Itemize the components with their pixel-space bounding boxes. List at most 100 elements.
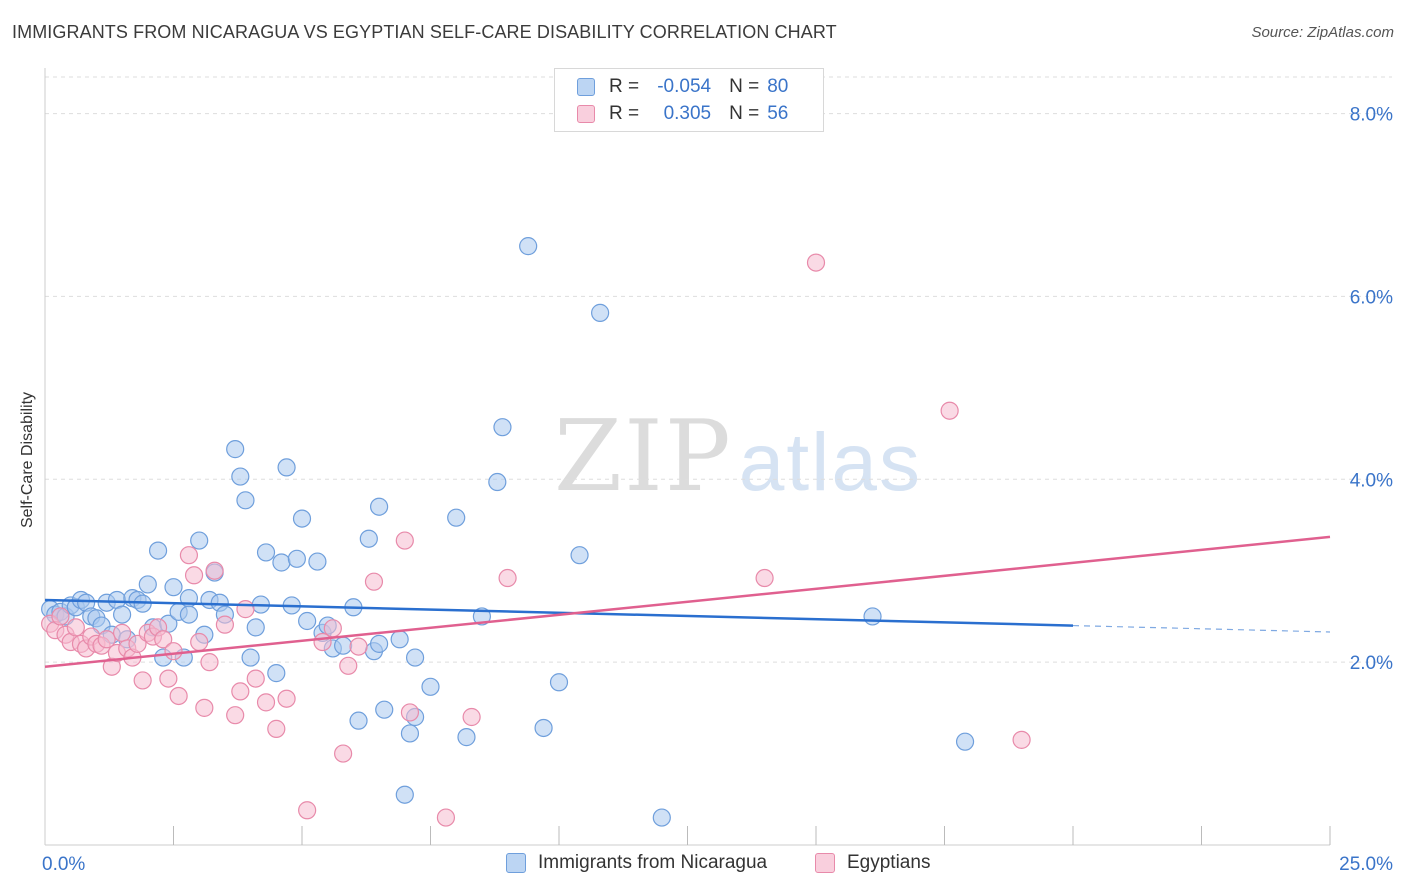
point-egyptians xyxy=(159,669,178,688)
point-egyptians xyxy=(498,568,517,588)
point-nicaragua xyxy=(277,458,296,477)
point-nicaragua xyxy=(863,607,882,626)
r-value: 0.305 xyxy=(663,103,712,124)
point-nicaragua xyxy=(457,728,476,747)
point-egyptians xyxy=(323,619,342,638)
legend-label-nicaragua: Immigrants from Nicaragua xyxy=(538,852,768,873)
point-egyptians xyxy=(334,744,353,763)
point-egyptians xyxy=(806,253,826,272)
legend-label-egyptians: Egyptians xyxy=(847,852,931,873)
point-nicaragua xyxy=(164,578,183,597)
point-egyptians xyxy=(169,686,188,706)
point-nicaragua xyxy=(190,531,209,550)
chart-title: IMMIGRANTS FROM NICARAGUA VS EGYPTIAN SE… xyxy=(12,22,837,42)
point-egyptians xyxy=(66,618,85,637)
point-egyptians xyxy=(462,707,481,727)
source-label: Source: ZipAtlas.com xyxy=(1251,24,1394,41)
point-nicaragua xyxy=(287,549,306,568)
point-egyptians xyxy=(112,623,132,642)
point-nicaragua xyxy=(349,711,368,730)
n-label: N = xyxy=(729,103,760,124)
point-egyptians xyxy=(436,808,456,827)
point-nicaragua xyxy=(400,724,420,743)
point-nicaragua xyxy=(298,611,317,631)
point-nicaragua xyxy=(179,605,199,624)
point-egyptians xyxy=(339,656,358,675)
point-egyptians xyxy=(400,703,420,722)
point-nicaragua xyxy=(534,718,553,738)
legend-row-nicaragua: R = -0.054 N = 80 xyxy=(577,75,788,99)
point-nicaragua xyxy=(256,543,276,562)
point-nicaragua xyxy=(488,472,507,492)
point-egyptians xyxy=(179,546,199,565)
point-nicaragua xyxy=(447,508,466,527)
n-value: 56 xyxy=(767,103,789,124)
trend-line-egyptians xyxy=(44,535,1331,668)
point-egyptians xyxy=(133,671,152,690)
point-nicaragua xyxy=(395,785,414,804)
point-nicaragua xyxy=(241,648,260,667)
point-egyptians xyxy=(395,531,414,550)
point-egyptians xyxy=(256,693,276,712)
point-nicaragua xyxy=(231,467,250,486)
point-nicaragua xyxy=(955,732,975,751)
point-nicaragua xyxy=(421,677,440,696)
point-nicaragua xyxy=(334,636,353,655)
point-nicaragua xyxy=(308,552,327,571)
point-nicaragua xyxy=(226,440,245,459)
point-nicaragua xyxy=(267,664,286,683)
point-egyptians xyxy=(277,689,296,708)
stats-legend: R = -0.054 N = 80 R = 0.305 N = 56 xyxy=(554,68,824,132)
x-tick-label: 0.0% xyxy=(42,854,85,875)
point-egyptians xyxy=(267,719,286,738)
point-nicaragua xyxy=(246,618,265,637)
series-legend: Immigrants from Nicaragua Egyptians xyxy=(0,852,1406,878)
r-label: R = xyxy=(609,103,640,124)
legend-item-egyptians[interactable]: Egyptians xyxy=(815,852,930,874)
point-egyptians xyxy=(51,607,70,626)
y-tick-label: 2.0% xyxy=(1350,653,1393,674)
point-egyptians xyxy=(940,401,959,420)
point-nicaragua xyxy=(292,509,312,528)
point-nicaragua xyxy=(370,634,389,653)
x-tick-label: 25.0% xyxy=(1339,854,1393,875)
legend-row-egyptians: R = 0.305 N = 56 xyxy=(577,102,788,126)
point-nicaragua xyxy=(549,673,569,692)
point-nicaragua xyxy=(493,418,512,437)
point-egyptians xyxy=(164,642,183,661)
point-egyptians xyxy=(190,632,209,652)
point-egyptians xyxy=(97,630,116,649)
point-nicaragua xyxy=(519,237,538,256)
point-egyptians xyxy=(154,630,173,649)
point-egyptians xyxy=(215,615,234,634)
point-egyptians xyxy=(236,600,255,619)
y-axis-label: Self-Care Disability xyxy=(19,391,36,529)
point-egyptians xyxy=(195,698,214,717)
point-nicaragua xyxy=(272,553,291,572)
point-egyptians xyxy=(364,572,384,591)
trend-line-nicaragua-extension xyxy=(1072,624,1331,633)
legend-swatch-pink xyxy=(815,853,835,873)
legend-swatch-pink xyxy=(577,105,595,123)
point-nicaragua xyxy=(570,546,589,565)
point-egyptians xyxy=(246,669,265,688)
point-egyptians xyxy=(755,568,774,588)
point-nicaragua xyxy=(148,541,168,560)
y-tick-label: 6.0% xyxy=(1350,287,1393,308)
point-nicaragua xyxy=(138,575,157,594)
legend-swatch-blue xyxy=(577,78,595,96)
point-egyptians xyxy=(298,801,317,820)
point-egyptians xyxy=(349,637,368,656)
watermark-zip: ZIP xyxy=(554,400,733,514)
y-tick-label: 4.0% xyxy=(1350,470,1393,491)
point-nicaragua xyxy=(370,497,389,516)
n-label: N = xyxy=(729,76,760,97)
trend-line-nicaragua xyxy=(44,598,1074,627)
point-nicaragua xyxy=(375,700,394,719)
legend-item-nicaragua[interactable]: Immigrants from Nicaragua xyxy=(506,852,767,874)
legend-swatch-blue xyxy=(506,853,526,873)
point-egyptians xyxy=(1012,730,1031,749)
y-tick-label: 8.0% xyxy=(1350,105,1393,126)
point-egyptians xyxy=(200,653,219,672)
